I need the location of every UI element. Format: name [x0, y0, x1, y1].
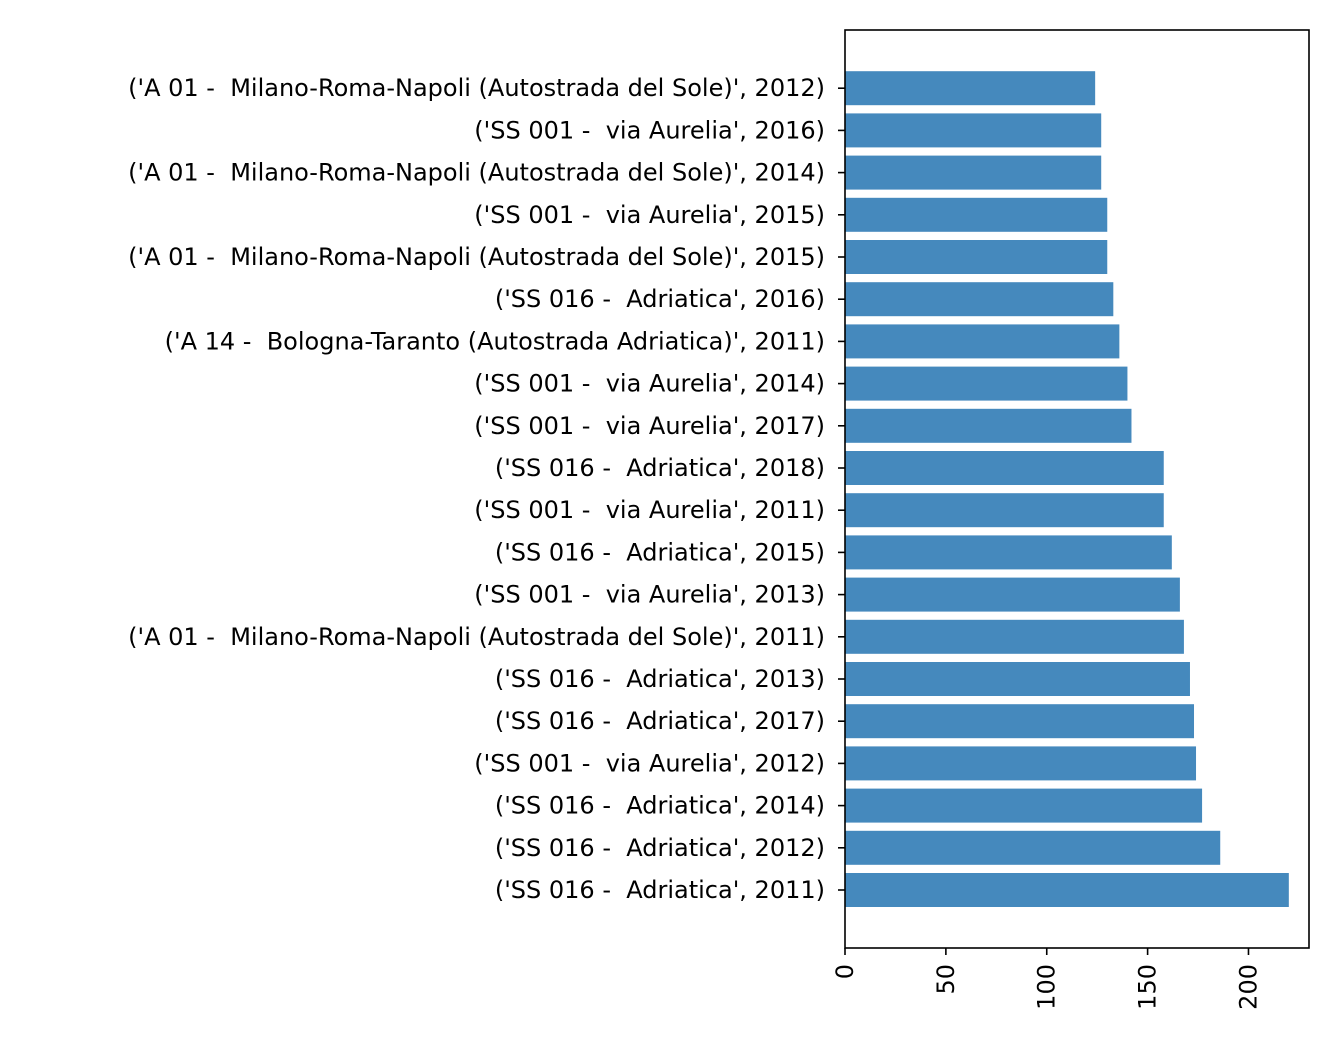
- bar: [845, 197, 1108, 232]
- y-tick-label: ('SS 001 - via Aurelia', 2015): [474, 201, 825, 229]
- bar: [845, 408, 1132, 443]
- y-tick-label: ('A 01 - Milano-Roma-Napoli (Autostrada …: [128, 623, 825, 651]
- y-tick-label: ('A 14 - Bologna-Taranto (Autostrada Adr…: [165, 327, 825, 355]
- y-tick-label: ('SS 001 - via Aurelia', 2017): [474, 412, 825, 440]
- bar: [845, 113, 1102, 148]
- bar: [845, 619, 1184, 654]
- y-tick-label: ('A 01 - Milano-Roma-Napoli (Autostrada …: [128, 159, 825, 187]
- bar: [845, 71, 1096, 106]
- x-tick-label: 50: [932, 964, 960, 995]
- bar: [845, 155, 1102, 190]
- y-axis-ticks: ('SS 016 - Adriatica', 2011) ('SS 016 - A…: [128, 74, 845, 904]
- y-tick-label: ('SS 016 - Adriatica', 2015): [495, 538, 825, 566]
- y-tick-label: ('SS 001 - via Aurelia', 2011): [474, 496, 825, 524]
- bar: [845, 535, 1172, 570]
- y-tick-label: ('SS 001 - via Aurelia', 2016): [474, 116, 825, 144]
- bar: [845, 282, 1114, 317]
- y-tick-label: ('SS 001 - via Aurelia', 2012): [474, 749, 825, 777]
- y-tick-label: ('SS 001 - via Aurelia', 2013): [474, 581, 825, 609]
- bar: [845, 493, 1164, 528]
- bar: [845, 788, 1203, 823]
- bar-series: [845, 71, 1289, 907]
- bar: [845, 746, 1197, 781]
- y-tick-label: ('SS 016 - Adriatica', 2017): [495, 707, 825, 735]
- bar: [845, 240, 1108, 274]
- y-tick-label: ('SS 016 - Adriatica', 2011): [495, 876, 825, 904]
- bar: [845, 577, 1180, 612]
- bar: [845, 324, 1120, 359]
- bar: [845, 662, 1190, 696]
- bar: [845, 704, 1195, 739]
- y-tick-label: ('A 01 - Milano-Roma-Napoli (Autostrada …: [128, 243, 825, 271]
- bar: [845, 873, 1289, 907]
- bar: [845, 451, 1164, 485]
- x-axis-ticks: 0 50 100 150 200: [831, 948, 1262, 1010]
- y-tick-label: ('SS 016 - Adriatica', 2014): [495, 792, 825, 820]
- y-tick-label: ('SS 001 - via Aurelia', 2014): [474, 370, 825, 398]
- y-tick-label: ('SS 016 - Adriatica', 2013): [495, 665, 825, 693]
- y-tick-label: ('SS 016 - Adriatica', 2018): [495, 454, 825, 482]
- y-tick-label: ('SS 016 - Adriatica', 2016): [495, 285, 825, 313]
- x-tick-label: 0: [831, 964, 859, 979]
- bar: [845, 830, 1221, 865]
- y-tick-label: ('A 01 - Milano-Roma-Napoli (Autostrada …: [128, 74, 825, 102]
- x-tick-label: 100: [1033, 964, 1061, 1010]
- plot-frame: [844, 29, 1310, 949]
- x-tick-label: 200: [1234, 964, 1262, 1010]
- y-tick-label: ('SS 016 - Adriatica', 2012): [495, 834, 825, 862]
- x-tick-label: 150: [1134, 964, 1162, 1010]
- bar: [845, 366, 1128, 401]
